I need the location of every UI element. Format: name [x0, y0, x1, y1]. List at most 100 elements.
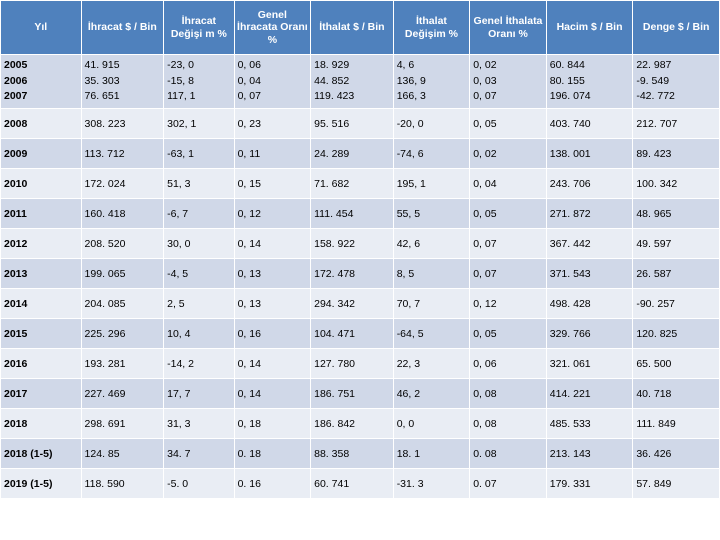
header-row: Yıl İhracat $ / Bin İhracat Değişi m % G…	[1, 1, 720, 55]
table-row: 2005 2006 200741. 915 35. 303 76. 651-23…	[1, 55, 720, 109]
cell-value: 120. 825	[633, 319, 720, 349]
cell-value: 34. 7	[164, 439, 234, 469]
cell-value: 158. 922	[311, 229, 394, 259]
col-ithalat: İthalat $ / Bin	[311, 1, 394, 55]
cell-value: -31. 3	[393, 469, 470, 499]
cell-value: 127. 780	[311, 349, 394, 379]
cell-value: 8, 5	[393, 259, 470, 289]
cell-value: 40. 718	[633, 379, 720, 409]
cell-value: 111. 454	[311, 199, 394, 229]
cell-value: 46, 2	[393, 379, 470, 409]
cell-value: -90. 257	[633, 289, 720, 319]
cell-value: 0, 14	[234, 349, 311, 379]
cell-value: 414. 221	[546, 379, 633, 409]
cell-value: 498. 428	[546, 289, 633, 319]
cell-value: 36. 426	[633, 439, 720, 469]
cell-value: 271. 872	[546, 199, 633, 229]
cell-value: -64, 5	[393, 319, 470, 349]
cell-value: 71. 682	[311, 169, 394, 199]
cell-value: 302, 1	[164, 109, 234, 139]
data-table: Yıl İhracat $ / Bin İhracat Değişi m % G…	[0, 0, 720, 499]
cell-yil: 2005 2006 2007	[1, 55, 82, 109]
cell-value: 225. 296	[81, 319, 164, 349]
cell-value: 193. 281	[81, 349, 164, 379]
cell-value: 321. 061	[546, 349, 633, 379]
table-row: 2014204. 0852, 50, 13294. 34270, 70, 124…	[1, 289, 720, 319]
table-row: 2013199. 065-4, 50, 13172. 4788, 50, 073…	[1, 259, 720, 289]
cell-value: -63, 1	[164, 139, 234, 169]
cell-value: 0, 04	[470, 169, 547, 199]
cell-value: 0, 23	[234, 109, 311, 139]
cell-value: 204. 085	[81, 289, 164, 319]
cell-value: 0, 05	[470, 109, 547, 139]
cell-value: 0, 15	[234, 169, 311, 199]
cell-value: 49. 597	[633, 229, 720, 259]
cell-value: 89. 423	[633, 139, 720, 169]
cell-value: 186. 842	[311, 409, 394, 439]
cell-value: 0, 16	[234, 319, 311, 349]
cell-value: 17, 7	[164, 379, 234, 409]
table-row: 2016193. 281-14, 20, 14127. 78022, 30, 0…	[1, 349, 720, 379]
cell-value: 0, 08	[470, 379, 547, 409]
cell-value: 294. 342	[311, 289, 394, 319]
table-row: 2018298. 69131, 30, 18186. 8420, 00, 084…	[1, 409, 720, 439]
cell-value: 30, 0	[164, 229, 234, 259]
cell-value: -74, 6	[393, 139, 470, 169]
cell-value: 308. 223	[81, 109, 164, 139]
cell-value: 65. 500	[633, 349, 720, 379]
cell-value: 55, 5	[393, 199, 470, 229]
cell-value: 2, 5	[164, 289, 234, 319]
cell-value: 371. 543	[546, 259, 633, 289]
cell-value: 298. 691	[81, 409, 164, 439]
cell-value: 0, 11	[234, 139, 311, 169]
cell-value: 22. 987 -9. 549 -42. 772	[633, 55, 720, 109]
cell-value: 179. 331	[546, 469, 633, 499]
cell-value: 60. 844 80. 155 196. 074	[546, 55, 633, 109]
cell-value: 60. 741	[311, 469, 394, 499]
cell-yil: 2014	[1, 289, 82, 319]
table-row: 2015225. 29610, 40, 16104. 471-64, 50, 0…	[1, 319, 720, 349]
cell-value: 0, 06	[470, 349, 547, 379]
cell-value: 0, 06 0, 04 0, 07	[234, 55, 311, 109]
col-denge: Denge $ / Bin	[633, 1, 720, 55]
cell-value: 243. 706	[546, 169, 633, 199]
cell-yil: 2011	[1, 199, 82, 229]
col-ihracat: İhracat $ / Bin	[81, 1, 164, 55]
cell-value: 10, 4	[164, 319, 234, 349]
cell-value: 485. 533	[546, 409, 633, 439]
cell-value: 124. 85	[81, 439, 164, 469]
cell-value: 111. 849	[633, 409, 720, 439]
cell-value: 26. 587	[633, 259, 720, 289]
cell-value: 24. 289	[311, 139, 394, 169]
cell-value: 4, 6 136, 9 166, 3	[393, 55, 470, 109]
cell-value: 22, 3	[393, 349, 470, 379]
cell-value: -14, 2	[164, 349, 234, 379]
cell-value: 0. 18	[234, 439, 311, 469]
cell-yil: 2008	[1, 109, 82, 139]
cell-value: 0, 05	[470, 199, 547, 229]
table-row: 2008308. 223302, 10, 2395. 516-20, 00, 0…	[1, 109, 720, 139]
cell-yil: 2016	[1, 349, 82, 379]
cell-value: 0. 16	[234, 469, 311, 499]
cell-value: 0, 14	[234, 229, 311, 259]
cell-yil: 2018	[1, 409, 82, 439]
table-row: 2017227. 46917, 70, 14186. 75146, 20, 08…	[1, 379, 720, 409]
cell-yil: 2017	[1, 379, 82, 409]
table-row: 2009113. 712-63, 10, 1124. 289-74, 60, 0…	[1, 139, 720, 169]
cell-yil: 2018 (1-5)	[1, 439, 82, 469]
cell-value: 95. 516	[311, 109, 394, 139]
table-row: 2018 (1-5)124. 8534. 70. 1888. 35818. 10…	[1, 439, 720, 469]
cell-value: 70, 7	[393, 289, 470, 319]
cell-value: 0, 02 0, 03 0, 07	[470, 55, 547, 109]
col-hacim: Hacim $ / Bin	[546, 1, 633, 55]
cell-value: 186. 751	[311, 379, 394, 409]
cell-value: 18. 929 44. 852 119. 423	[311, 55, 394, 109]
col-ithalat-d: İthalat Değişim %	[393, 1, 470, 55]
cell-value: 0, 08	[470, 409, 547, 439]
cell-value: 118. 590	[81, 469, 164, 499]
cell-yil: 2012	[1, 229, 82, 259]
table-row: 2011160. 418-6, 70, 12111. 45455, 50, 05…	[1, 199, 720, 229]
col-genel-ihr: Genel İhracata Oranı %	[234, 1, 311, 55]
cell-value: 88. 358	[311, 439, 394, 469]
cell-value: 172. 024	[81, 169, 164, 199]
